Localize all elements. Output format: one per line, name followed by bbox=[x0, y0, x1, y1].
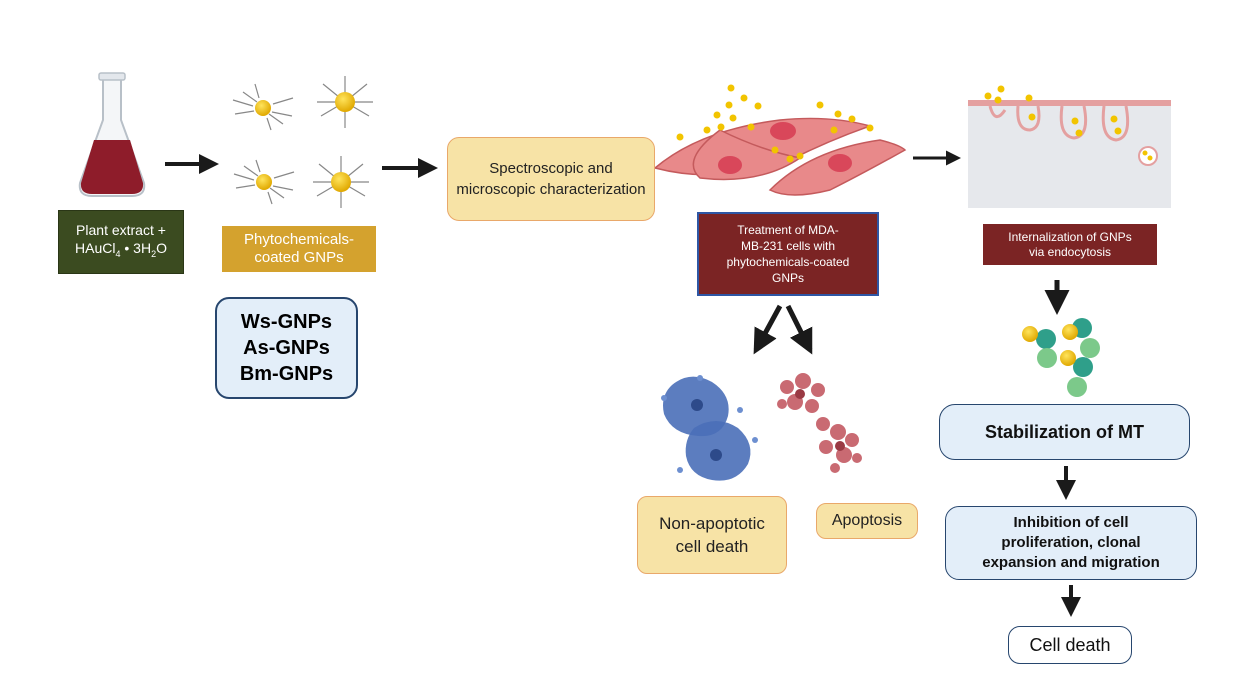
variant-as-gnps: As-GNPs bbox=[243, 337, 330, 359]
phyto-line1: Phytochemicals- bbox=[243, 231, 355, 248]
treatment-line3: phytochemicals-coated bbox=[726, 255, 850, 269]
non-apoptotic-box: Non-apoptotic cell death bbox=[637, 496, 787, 574]
endocytosis-icon bbox=[968, 85, 1171, 208]
plant-extract-line2: HAuCl4 • 3H2O bbox=[75, 240, 167, 259]
characterization-line1: Spectroscopic and bbox=[489, 160, 613, 177]
stabilization-label: Stabilization of MT bbox=[985, 421, 1144, 442]
internalization-box: Internalization of GNPs via endocytosis bbox=[983, 224, 1157, 265]
arrow-down-left-icon bbox=[753, 304, 783, 355]
phytochemicals-coated-gnps-box: Phytochemicals- coated GNPs bbox=[222, 226, 376, 272]
phyto-line2: coated GNPs bbox=[254, 249, 344, 266]
cell-death-box: Cell death bbox=[1008, 626, 1132, 664]
flask-icon bbox=[78, 72, 146, 197]
variant-ws-gnps: Ws-GNPs bbox=[240, 311, 333, 333]
non-apoptotic-line1: Non-apoptotic bbox=[659, 514, 765, 533]
inhibition-line3: expansion and migration bbox=[982, 554, 1160, 571]
inhibition-box: Inhibition of cell proliferation, clonal… bbox=[945, 506, 1197, 580]
arrow-down-right-icon bbox=[785, 304, 813, 355]
gnp-variants-box: Ws-GNPs As-GNPs Bm-GNPs bbox=[215, 297, 358, 399]
stabilization-box: Stabilization of MT bbox=[939, 404, 1190, 460]
variant-bm-gnps: Bm-GNPs bbox=[239, 363, 334, 385]
inhibition-line1: Inhibition of cell bbox=[1013, 514, 1129, 531]
treatment-line1: Treatment of MDA- bbox=[737, 223, 839, 237]
gold-nanoparticles-icon bbox=[232, 76, 373, 208]
cancer-cells-icon bbox=[653, 84, 907, 196]
plant-extract-box: Plant extract + HAuCl4 • 3H2O bbox=[58, 210, 184, 274]
plant-extract-line1: Plant extract + bbox=[76, 222, 166, 239]
apoptosis-box: Apoptosis bbox=[816, 503, 918, 539]
treatment-line2: MB-231 cells with bbox=[740, 239, 835, 253]
cell-death-label: Cell death bbox=[1029, 634, 1111, 655]
apoptotic-cells-icon bbox=[777, 373, 862, 473]
internalization-line2: via endocytosis bbox=[1028, 244, 1112, 259]
characterization-line2: microscopic characterization bbox=[456, 181, 646, 198]
internalization-line1: Internalization of GNPs bbox=[1008, 229, 1132, 244]
non-apoptotic-cells-icon bbox=[661, 375, 758, 481]
treatment-box: Treatment of MDA- MB-231 cells with phyt… bbox=[697, 212, 879, 296]
treatment-line4: GNPs bbox=[771, 271, 804, 285]
apoptosis-label: Apoptosis bbox=[831, 512, 903, 529]
characterization-box: Spectroscopic and microscopic characteri… bbox=[447, 137, 655, 221]
non-apoptotic-line2: cell death bbox=[675, 537, 749, 556]
microtubule-icon bbox=[1022, 318, 1100, 397]
inhibition-line2: proliferation, clonal bbox=[1001, 534, 1141, 551]
